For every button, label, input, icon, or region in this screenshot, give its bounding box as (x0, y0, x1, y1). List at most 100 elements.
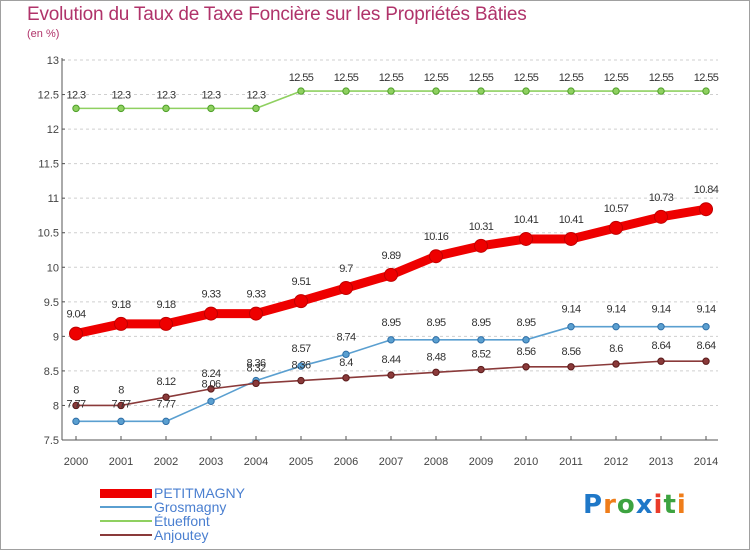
logo-letter: i (653, 490, 664, 520)
data-point-petitmagny (699, 202, 713, 217)
x-tick-label: 2011 (559, 456, 583, 468)
data-label: 10.57 (604, 203, 629, 215)
logo-letter: i (676, 490, 687, 520)
data-label: 10.41 (514, 214, 539, 226)
data-point-étueffont (432, 87, 440, 95)
data-label: 8 (73, 384, 79, 396)
data-label: 12.55 (379, 72, 404, 84)
data-label: 8.06 (201, 378, 220, 390)
y-tick-label: 12.5 (38, 90, 59, 102)
legend-item: PETITMAGNY (100, 486, 245, 500)
data-label: 8.95 (516, 317, 535, 329)
x-tick-label: 2009 (469, 456, 493, 468)
data-point-petitmagny (204, 306, 218, 321)
data-label: 9.04 (66, 309, 85, 321)
data-label: 7.77 (66, 398, 85, 410)
data-label: 10.73 (649, 192, 674, 204)
data-label: 8.44 (381, 354, 400, 366)
data-point-étueffont (387, 87, 395, 95)
data-point-petitmagny (69, 326, 83, 341)
chart-title: Evolution du Taux de Taxe Foncière sur l… (27, 4, 527, 25)
data-point-anjoutey (342, 374, 350, 382)
data-point-étueffont (522, 87, 530, 95)
data-label: 12.55 (469, 72, 494, 84)
legend-label: Grosmagny (154, 499, 227, 515)
data-point-anjoutey (162, 393, 170, 401)
data-label: 7.77 (111, 398, 130, 410)
data-point-anjoutey (387, 371, 395, 379)
data-label: 8.64 (696, 340, 715, 352)
y-tick-label: 12 (47, 124, 59, 136)
x-tick-label: 2012 (604, 456, 628, 468)
x-tick-label: 2013 (649, 456, 673, 468)
y-tick-label: 7.5 (44, 435, 59, 447)
data-label: 8.6 (609, 343, 623, 355)
logo-letter: t (663, 490, 677, 520)
data-label: 9.18 (111, 299, 130, 311)
data-point-étueffont (162, 104, 170, 113)
data-point-étueffont (702, 87, 710, 95)
data-point-étueffont (207, 104, 215, 113)
legend-swatch (100, 488, 152, 498)
data-label: 8.95 (426, 317, 445, 329)
data-point-grosmagny (657, 322, 665, 331)
data-label: 8.57 (291, 343, 310, 355)
data-point-étueffont (657, 87, 665, 95)
data-point-anjoutey (72, 401, 80, 410)
proxiti-logo: Proxiti (583, 490, 687, 520)
data-label: 9.7 (339, 263, 353, 275)
data-label: 12.55 (604, 72, 629, 84)
data-label: 9.89 (381, 250, 400, 262)
data-point-grosmagny (72, 417, 80, 426)
data-label: 8.52 (471, 349, 490, 361)
data-label: 10.41 (559, 214, 584, 226)
data-point-grosmagny (612, 322, 620, 331)
data-label: 8.56 (516, 346, 535, 358)
data-label: 8.74 (336, 331, 355, 343)
data-point-grosmagny (702, 322, 710, 331)
data-label: 9.33 (246, 289, 265, 301)
logo-letter: P (583, 490, 604, 520)
data-label: 8.36 (291, 360, 310, 372)
y-tick-label: 11 (48, 193, 59, 205)
data-label: 8.95 (471, 317, 490, 329)
data-label: 12.3 (111, 89, 130, 101)
data-point-étueffont (612, 87, 620, 95)
data-point-petitmagny (429, 249, 443, 264)
data-point-anjoutey (612, 360, 620, 368)
data-label: 9.33 (201, 289, 220, 301)
data-label: 9.14 (561, 304, 580, 316)
data-label: 12.3 (156, 89, 175, 101)
legend-swatch (100, 520, 152, 522)
data-point-étueffont (342, 87, 350, 95)
data-label: 10.16 (424, 231, 449, 243)
data-label: 10.31 (469, 221, 494, 233)
data-point-anjoutey (297, 376, 305, 385)
data-label: 8 (118, 384, 124, 396)
legend-label: Étueffont (154, 513, 210, 529)
data-label: 7.77 (156, 398, 175, 410)
x-tick-label: 2001 (109, 456, 133, 468)
data-point-anjoutey (477, 365, 485, 374)
data-label: 9.14 (696, 304, 715, 316)
data-label: 8.32 (246, 362, 265, 374)
legend-item: Grosmagny (100, 500, 226, 514)
data-point-grosmagny (567, 322, 575, 331)
x-tick-label: 2004 (244, 456, 268, 468)
data-label: 12.55 (334, 72, 359, 84)
data-point-grosmagny (387, 336, 395, 344)
data-point-grosmagny (522, 336, 530, 344)
data-point-étueffont (252, 104, 260, 113)
data-point-anjoutey (432, 368, 440, 376)
logo-letter: o (616, 490, 636, 520)
data-label: 8.48 (426, 351, 445, 363)
data-label: 12.55 (694, 72, 719, 84)
data-label: 8.56 (561, 346, 580, 358)
x-tick-label: 2002 (154, 456, 178, 468)
data-point-étueffont (477, 87, 485, 95)
data-label: 12.55 (649, 72, 674, 84)
data-point-petitmagny (249, 306, 263, 321)
data-point-étueffont (72, 104, 80, 113)
legend-item: Anjoutey (100, 528, 208, 542)
data-label: 10.84 (694, 184, 719, 196)
